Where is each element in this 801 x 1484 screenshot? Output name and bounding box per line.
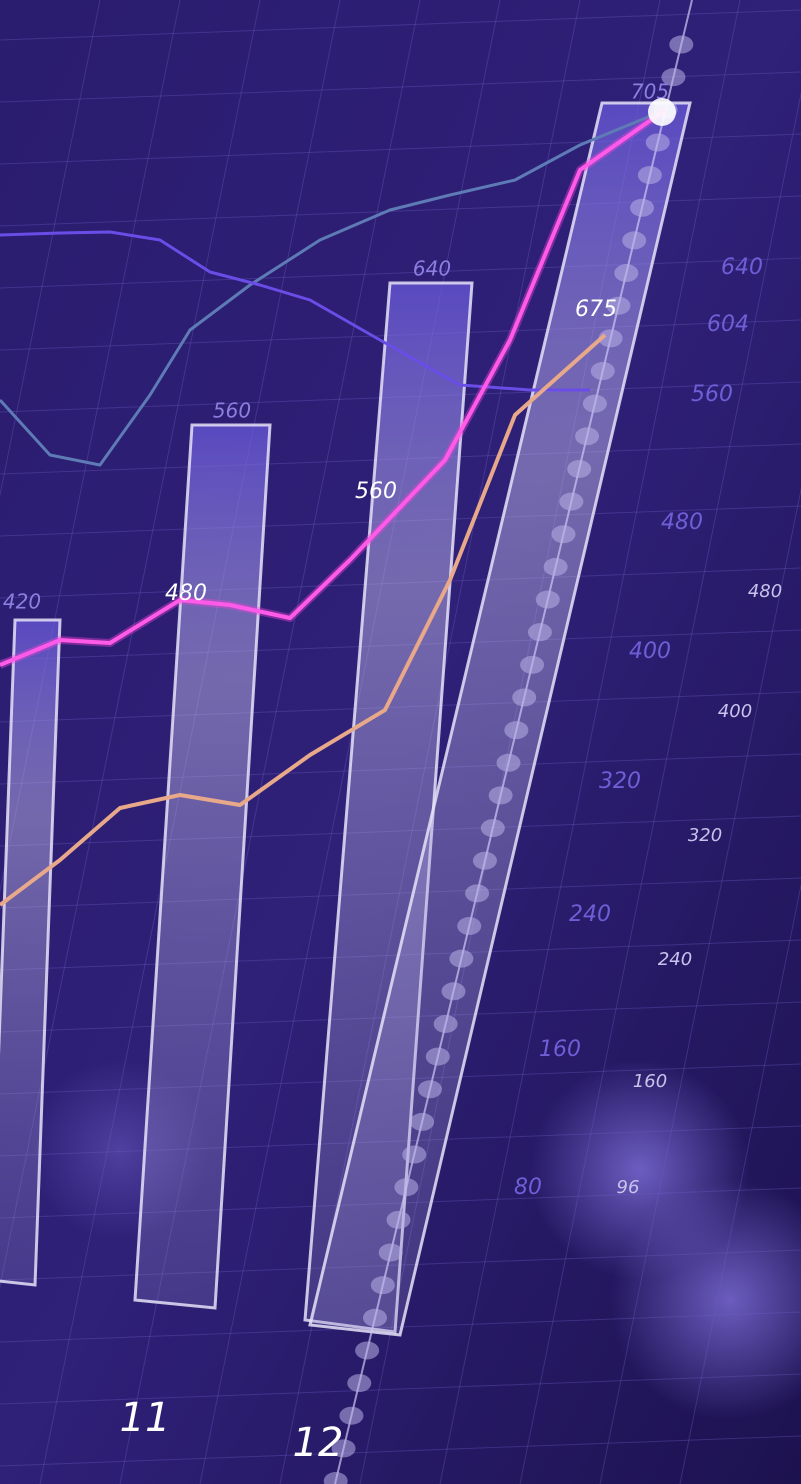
highlight bbox=[648, 98, 676, 126]
axis-dot bbox=[645, 133, 670, 152]
grid-line bbox=[0, 1373, 801, 1405]
axis-dot bbox=[433, 1014, 458, 1033]
category-label: 12 bbox=[293, 1420, 344, 1466]
axis-dot bbox=[661, 68, 686, 87]
far-axis-label: 160 bbox=[633, 1071, 667, 1092]
axis-dot bbox=[590, 362, 615, 380]
axis-dot bbox=[606, 296, 631, 315]
axis-dot bbox=[551, 525, 576, 544]
bar-label: 560 bbox=[213, 399, 251, 423]
far-axis-label: 480 bbox=[748, 581, 782, 602]
axis-label: 640 bbox=[721, 255, 763, 280]
axis-dot bbox=[465, 884, 490, 903]
axis-label: 160 bbox=[539, 1037, 581, 1062]
axis-dot bbox=[598, 329, 623, 348]
axis-dot bbox=[630, 198, 655, 217]
grid-line bbox=[0, 257, 801, 289]
axis-dot bbox=[669, 35, 694, 54]
axis-dot bbox=[441, 982, 466, 1001]
axis-dot bbox=[355, 1341, 380, 1360]
axis-dot bbox=[370, 1276, 395, 1295]
lines bbox=[0, 106, 668, 907]
axis-dot bbox=[575, 427, 600, 446]
grid-line bbox=[519, 91, 801, 1484]
axis-dot bbox=[535, 590, 560, 609]
bar-label: 640 bbox=[413, 257, 451, 281]
axis-dot bbox=[559, 492, 584, 511]
axis-label: 480 bbox=[661, 510, 703, 535]
bar-frame bbox=[133, 423, 272, 1310]
bar-fill bbox=[0, 620, 60, 1285]
grid-line bbox=[0, 0, 101, 498]
bar-label: 560 bbox=[355, 479, 397, 504]
bar-label: 675 bbox=[575, 297, 617, 322]
axis-dot bbox=[472, 851, 497, 870]
axis-dot bbox=[394, 1178, 419, 1197]
axis-dot bbox=[567, 459, 592, 478]
axis-dot bbox=[504, 721, 529, 740]
axis-dot bbox=[417, 1080, 442, 1099]
bar-frame bbox=[0, 618, 62, 1287]
axis-dot bbox=[543, 557, 568, 576]
peach-line bbox=[0, 333, 607, 907]
far-axis-label: 96 bbox=[617, 1177, 640, 1198]
grid-line bbox=[439, 0, 741, 1484]
axis-dot bbox=[637, 166, 662, 185]
axis-dot bbox=[378, 1243, 403, 1262]
axis-label: 400 bbox=[629, 639, 671, 664]
bokeh bbox=[610, 1180, 801, 1420]
grid-line bbox=[599, 487, 801, 1484]
steel-line bbox=[0, 108, 666, 467]
bar-label: 420 bbox=[3, 590, 41, 614]
axis-dot bbox=[622, 231, 647, 250]
category-label: 11 bbox=[120, 1395, 171, 1441]
axis-dots bbox=[323, 35, 694, 1484]
grid-line bbox=[0, 1435, 801, 1467]
labels: 420 4805606405606757056406045604804003202… bbox=[3, 80, 782, 1467]
axis-dot bbox=[425, 1047, 450, 1066]
axis-dot bbox=[339, 1406, 364, 1425]
magenta-line bbox=[0, 108, 667, 667]
grid-line bbox=[199, 0, 501, 1484]
far-axis-label: 400 bbox=[718, 701, 752, 722]
bar-label: 480 bbox=[165, 581, 207, 606]
axis-label: 320 bbox=[599, 769, 641, 794]
axis-dot bbox=[614, 264, 639, 283]
axis-dot bbox=[331, 1439, 356, 1458]
axis-dot bbox=[488, 786, 513, 805]
axis-dot bbox=[582, 394, 607, 413]
bar-fill bbox=[135, 425, 270, 1308]
axis-dot bbox=[402, 1145, 427, 1164]
axis-dot bbox=[410, 1112, 435, 1131]
axis-dot bbox=[496, 753, 521, 772]
axis-dot bbox=[323, 1472, 348, 1484]
far-axis-label: 320 bbox=[688, 825, 722, 846]
axis-dot bbox=[362, 1308, 387, 1327]
axis-label: 604 bbox=[707, 312, 749, 337]
axis-dot bbox=[527, 623, 552, 642]
axis-dot bbox=[347, 1374, 372, 1393]
axis-dot bbox=[480, 819, 505, 838]
axis-dot bbox=[449, 949, 474, 968]
axis-label: 80 bbox=[514, 1175, 542, 1200]
axis-dot bbox=[386, 1210, 411, 1229]
axis-label: 560 bbox=[691, 382, 733, 407]
axis-dot bbox=[512, 688, 537, 707]
far-axis-label: 240 bbox=[658, 949, 692, 970]
axis-dot bbox=[520, 655, 545, 674]
axis-label: 240 bbox=[569, 902, 611, 927]
axis-dot bbox=[457, 917, 482, 936]
bar-fill bbox=[305, 283, 472, 1332]
grid-line bbox=[679, 882, 801, 1484]
grid-line bbox=[0, 9, 801, 41]
